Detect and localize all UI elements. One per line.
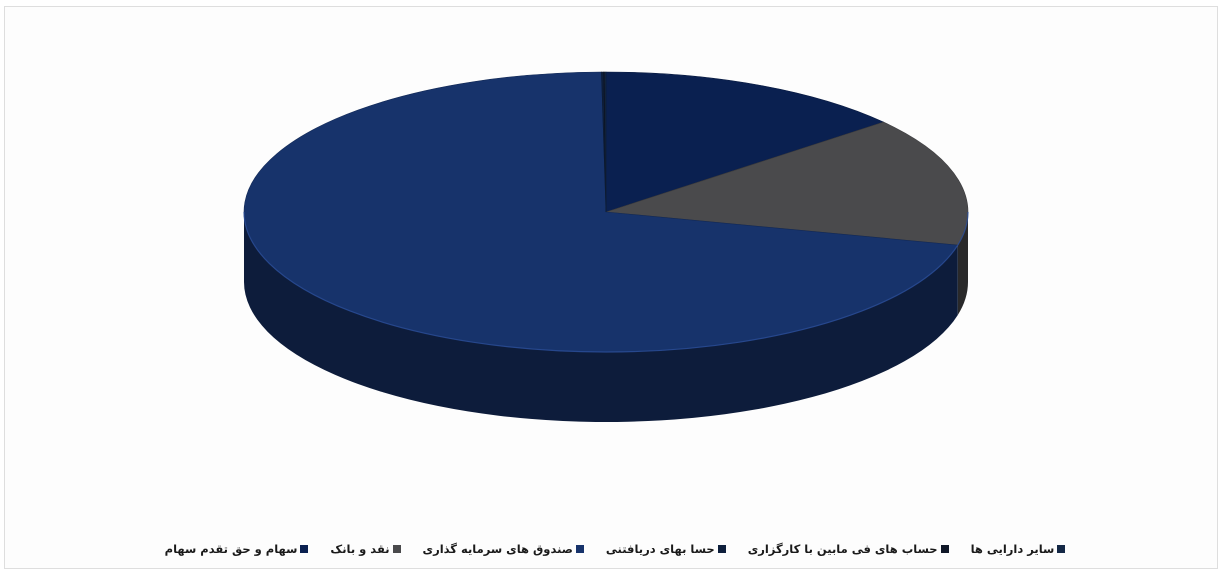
pie-slice-1 [605,71,885,213]
pie-slice-6 [604,71,607,213]
pie-top-faces [243,71,969,353]
legend-item: سهام و حق تقدم سهام [165,542,309,556]
legend-swatch [392,545,401,553]
legend-item: نقد و بانک [330,542,401,556]
chart-legend: سهام و حق تقدم سهام نقد و بانک صندوق های س… [150,539,1080,559]
legend-item: سایر دارایی ها [971,542,1066,556]
legend-label: صندوق های سرمایه گذاری [422,542,573,556]
legend-swatch [1057,545,1066,553]
pie-rim-highlight [243,211,969,353]
legend-swatch [575,545,584,553]
legend-label: سایر دارایی ها [970,542,1055,556]
legend-item: حساب های فی مابین با کارگزاری [748,542,949,556]
legend-item: صندوق های سرمایه گذاری [423,542,584,556]
legend-swatch [300,545,309,553]
legend-label: نقد و بانک [330,542,390,556]
pie-side-3 [244,212,958,423]
legend-item: حسا بهای دریافتنی [606,542,726,556]
legend-label: حسا بهای دریافتنی [605,542,715,556]
legend-label: حساب های فی مابین با کارگزاری [747,542,938,556]
legend-label: سهام و حق تقدم سهام [164,542,298,556]
pie-side-walls [244,212,968,423]
pie-side-2 [957,212,968,316]
legend-swatch [940,545,949,553]
legend-swatch [717,545,726,553]
